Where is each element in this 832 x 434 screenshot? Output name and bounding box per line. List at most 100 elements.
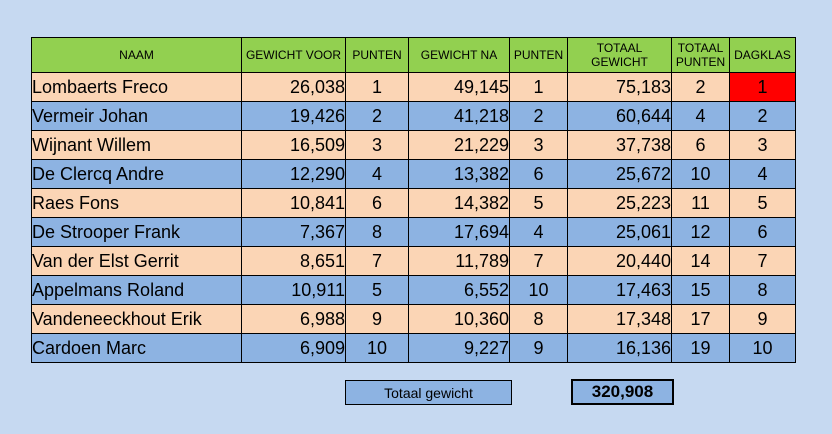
cell-dagklas: 8 xyxy=(729,275,796,305)
header-naam: NAAM xyxy=(31,37,242,73)
cell-totaal-punten: 4 xyxy=(671,101,730,131)
cell-gewicht-na: 41,218 xyxy=(408,101,510,131)
header-gewicht-voor: GEWICHT VOOR xyxy=(241,37,346,73)
cell-gewicht-voor: 19,426 xyxy=(241,101,346,131)
cell-totaal-punten: 19 xyxy=(671,333,730,363)
cell-punten-voor: 10 xyxy=(345,333,409,363)
cell-naam: Raes Fons xyxy=(31,188,242,218)
cell-punten-na: 10 xyxy=(509,275,568,305)
cell-punten-voor: 5 xyxy=(345,275,409,305)
cell-totaal-gewicht: 16,136 xyxy=(567,333,672,363)
cell-dagklas: 2 xyxy=(729,101,796,131)
cell-punten-voor: 3 xyxy=(345,130,409,160)
header-totaal-punten: TOTAAL PUNTEN xyxy=(671,37,730,73)
table-row: Vandeneeckhout Erik 6,988 9 10,360 8 17,348 17… xyxy=(31,304,796,334)
header-punten-na: PUNTEN xyxy=(509,37,568,73)
cell-totaal-gewicht: 17,348 xyxy=(567,304,672,334)
cell-dagklas: 1 xyxy=(729,72,796,102)
table-row: Lombaerts Freco 26,038 1 49,145 1 75,183 2 1 xyxy=(31,72,796,102)
cell-naam: Vermeir Johan xyxy=(31,101,242,131)
cell-punten-voor: 4 xyxy=(345,159,409,189)
cell-totaal-gewicht: 25,672 xyxy=(567,159,672,189)
header-dagklas: DAGKLAS xyxy=(729,37,796,73)
cell-punten-na: 1 xyxy=(509,72,568,102)
cell-totaal-punten: 17 xyxy=(671,304,730,334)
cell-totaal-gewicht: 17,463 xyxy=(567,275,672,305)
table-row: Van der Elst Gerrit 8,651 7 11,789 7 20,440 14… xyxy=(31,246,796,276)
cell-gewicht-na: 49,145 xyxy=(408,72,510,102)
results-table: NAAM GEWICHT VOOR PUNTEN GEWICHT NA PUNT… xyxy=(31,37,796,363)
cell-gewicht-na: 13,382 xyxy=(408,159,510,189)
header-totaal-gewicht: TOTAAL GEWICHT xyxy=(567,37,672,73)
cell-totaal-gewicht: 60,644 xyxy=(567,101,672,131)
table-body: Lombaerts Freco 26,038 1 49,145 1 75,183 2 1 Ver… xyxy=(31,72,796,363)
cell-totaal-gewicht: 25,223 xyxy=(567,188,672,218)
total-weight-label: Totaal gewicht xyxy=(345,380,512,405)
cell-naam: Cardoen Marc xyxy=(31,333,242,363)
cell-totaal-punten: 14 xyxy=(671,246,730,276)
cell-punten-voor: 7 xyxy=(345,246,409,276)
cell-totaal-gewicht: 75,183 xyxy=(567,72,672,102)
cell-totaal-punten: 6 xyxy=(671,130,730,160)
cell-gewicht-voor: 16,509 xyxy=(241,130,346,160)
cell-punten-voor: 1 xyxy=(345,72,409,102)
cell-gewicht-na: 9,227 xyxy=(408,333,510,363)
cell-dagklas: 7 xyxy=(729,246,796,276)
header-row: NAAM GEWICHT VOOR PUNTEN GEWICHT NA PUNT… xyxy=(31,37,796,73)
cell-punten-voor: 9 xyxy=(345,304,409,334)
cell-totaal-punten: 10 xyxy=(671,159,730,189)
cell-totaal-punten: 11 xyxy=(671,188,730,218)
cell-totaal-punten: 15 xyxy=(671,275,730,305)
cell-gewicht-voor: 10,911 xyxy=(241,275,346,305)
cell-gewicht-voor: 26,038 xyxy=(241,72,346,102)
cell-gewicht-voor: 8,651 xyxy=(241,246,346,276)
cell-totaal-gewicht: 25,061 xyxy=(567,217,672,247)
cell-gewicht-voor: 6,988 xyxy=(241,304,346,334)
cell-naam: Wijnant Willem xyxy=(31,130,242,160)
cell-totaal-gewicht: 20,440 xyxy=(567,246,672,276)
cell-dagklas: 10 xyxy=(729,333,796,363)
cell-naam: De Strooper Frank xyxy=(31,217,242,247)
cell-punten-na: 8 xyxy=(509,304,568,334)
cell-gewicht-na: 21,229 xyxy=(408,130,510,160)
cell-totaal-punten: 2 xyxy=(671,72,730,102)
header-gewicht-na: GEWICHT NA xyxy=(408,37,510,73)
cell-dagklas: 6 xyxy=(729,217,796,247)
cell-dagklas: 3 xyxy=(729,130,796,160)
cell-gewicht-voor: 6,909 xyxy=(241,333,346,363)
cell-punten-na: 2 xyxy=(509,101,568,131)
cell-gewicht-voor: 12,290 xyxy=(241,159,346,189)
cell-gewicht-na: 14,382 xyxy=(408,188,510,218)
table-row: Cardoen Marc 6,909 10 9,227 9 16,136 19 10 xyxy=(31,333,796,363)
cell-gewicht-na: 6,552 xyxy=(408,275,510,305)
cell-punten-na: 7 xyxy=(509,246,568,276)
table-row: De Strooper Frank 7,367 8 17,694 4 25,061 12 6 xyxy=(31,217,796,247)
cell-punten-na: 4 xyxy=(509,217,568,247)
table-row: Raes Fons 10,841 6 14,382 5 25,223 11 5 xyxy=(31,188,796,218)
cell-dagklas: 5 xyxy=(729,188,796,218)
table-row: Appelmans Roland 10,911 5 6,552 10 17,463 15 8 xyxy=(31,275,796,305)
table-row: Wijnant Willem 16,509 3 21,229 3 37,738 6 3 xyxy=(31,130,796,160)
cell-gewicht-na: 11,789 xyxy=(408,246,510,276)
cell-punten-voor: 6 xyxy=(345,188,409,218)
cell-dagklas: 9 xyxy=(729,304,796,334)
cell-gewicht-voor: 10,841 xyxy=(241,188,346,218)
header-punten-voor: PUNTEN xyxy=(345,37,409,73)
cell-gewicht-na: 10,360 xyxy=(408,304,510,334)
cell-dagklas: 4 xyxy=(729,159,796,189)
cell-gewicht-voor: 7,367 xyxy=(241,217,346,247)
cell-punten-na: 5 xyxy=(509,188,568,218)
cell-naam: Lombaerts Freco xyxy=(31,72,242,102)
cell-totaal-gewicht: 37,738 xyxy=(567,130,672,160)
cell-naam: Appelmans Roland xyxy=(31,275,242,305)
cell-punten-voor: 2 xyxy=(345,101,409,131)
cell-totaal-punten: 12 xyxy=(671,217,730,247)
cell-punten-na: 9 xyxy=(509,333,568,363)
cell-punten-na: 6 xyxy=(509,159,568,189)
table-row: De Clercq Andre 12,290 4 13,382 6 25,672 10 4 xyxy=(31,159,796,189)
cell-naam: Van der Elst Gerrit xyxy=(31,246,242,276)
total-weight-value: 320,908 xyxy=(571,379,674,405)
table-row: Vermeir Johan 19,426 2 41,218 2 60,644 4 2 xyxy=(31,101,796,131)
cell-punten-na: 3 xyxy=(509,130,568,160)
cell-naam: De Clercq Andre xyxy=(31,159,242,189)
